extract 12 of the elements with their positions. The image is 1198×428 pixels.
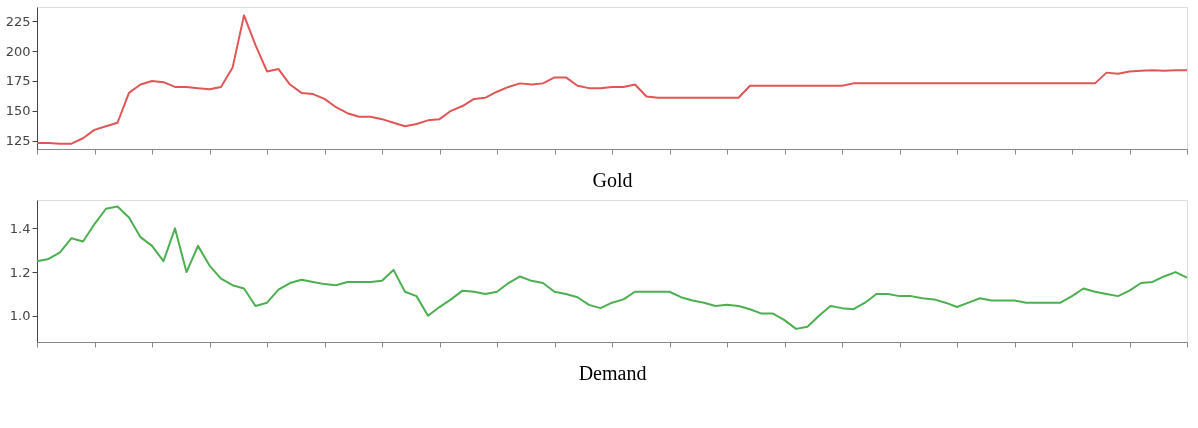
y-tick-label: 225 bbox=[5, 13, 31, 29]
y-tick-label: 175 bbox=[5, 73, 31, 89]
line-series bbox=[36, 14, 1188, 145]
x-axis-title: Demand bbox=[578, 362, 647, 384]
y-tick-label: 200 bbox=[5, 43, 31, 59]
x-axis-title: Gold bbox=[592, 169, 633, 191]
y-tick-label: 1.0 bbox=[9, 308, 31, 324]
y-tick-label: 1.2 bbox=[9, 264, 31, 280]
line-series bbox=[36, 205, 1188, 330]
y-tick-label: 125 bbox=[5, 133, 31, 149]
y-tick-label: 1.4 bbox=[9, 220, 31, 236]
y-tick-label: 150 bbox=[5, 103, 31, 119]
